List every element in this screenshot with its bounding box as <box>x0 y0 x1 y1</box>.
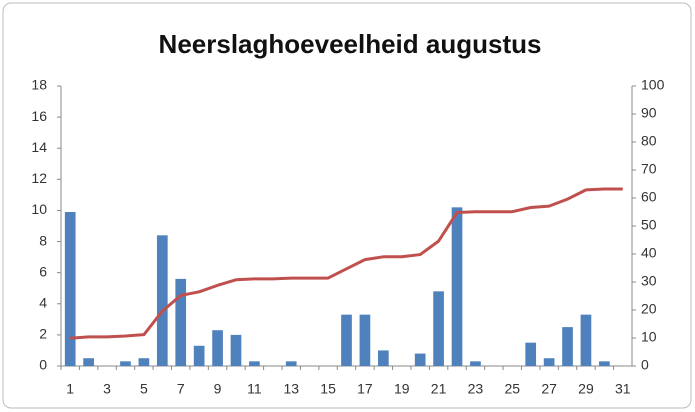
bar <box>64 212 76 366</box>
bar <box>377 350 389 366</box>
y2-tick-label: 30 <box>641 273 657 289</box>
y-tick-label: 2 <box>39 326 47 342</box>
y-tick-label: 16 <box>31 108 47 124</box>
bar <box>543 358 555 366</box>
x-tick-label: 31 <box>615 381 631 397</box>
bar <box>175 278 187 366</box>
x-tick-label: 25 <box>504 381 520 397</box>
x-tick-label: 7 <box>177 381 185 397</box>
x-tick-label: 1 <box>66 381 74 397</box>
bar <box>470 361 481 366</box>
x-tick-label: 19 <box>394 381 410 397</box>
bar <box>341 314 352 366</box>
y-tick-label: 12 <box>31 170 47 186</box>
y2-tick-label: 40 <box>641 245 657 261</box>
y2-tick-label: 70 <box>641 161 657 177</box>
x-tick-label: 3 <box>103 381 111 397</box>
y2-tick-label: 50 <box>641 217 657 233</box>
x-tick-label: 5 <box>140 381 148 397</box>
y-tick-label: 6 <box>39 263 47 279</box>
x-tick-label: 17 <box>357 381 373 397</box>
bar <box>433 291 444 366</box>
x-tick-label: 21 <box>431 381 447 397</box>
bar <box>359 314 371 366</box>
bar <box>212 330 223 366</box>
bar <box>414 353 426 366</box>
x-tick-label: 29 <box>578 381 594 397</box>
bar <box>120 361 131 366</box>
bar <box>562 327 573 366</box>
y2-tick-label: 0 <box>641 357 649 373</box>
bar <box>525 342 537 366</box>
x-tick-label: 9 <box>214 381 222 397</box>
bar <box>156 235 168 366</box>
x-tick-label: 23 <box>468 381 484 397</box>
bar <box>580 314 592 366</box>
y-tick-label: 18 <box>31 77 47 93</box>
y2-tick-label: 100 <box>641 77 665 93</box>
y2-tick-label: 90 <box>641 105 657 121</box>
bar <box>193 345 205 366</box>
y-tick-label: 10 <box>31 201 47 217</box>
y2-tick-label: 60 <box>641 189 657 205</box>
chart-title: Neerslaghoeveelheid augustus <box>159 29 542 59</box>
y-tick-label: 8 <box>39 232 47 248</box>
y2-tick-label: 10 <box>641 329 657 345</box>
bar <box>138 358 150 366</box>
x-tick-label: 27 <box>541 381 557 397</box>
y-tick-label: 14 <box>31 139 47 155</box>
bar <box>83 358 94 366</box>
bar <box>230 334 242 366</box>
bar <box>599 361 610 366</box>
y-tick-label: 4 <box>39 294 47 310</box>
x-tick-label: 15 <box>320 381 336 397</box>
bar <box>451 207 463 366</box>
y2-tick-label: 20 <box>641 301 657 317</box>
y2-tick-label: 80 <box>641 133 657 149</box>
bar <box>249 361 260 366</box>
x-tick-label: 11 <box>247 381 262 397</box>
line <box>70 187 623 340</box>
bar <box>285 361 297 366</box>
x-tick-label: 13 <box>283 381 299 397</box>
y-tick-label: 0 <box>39 357 47 373</box>
